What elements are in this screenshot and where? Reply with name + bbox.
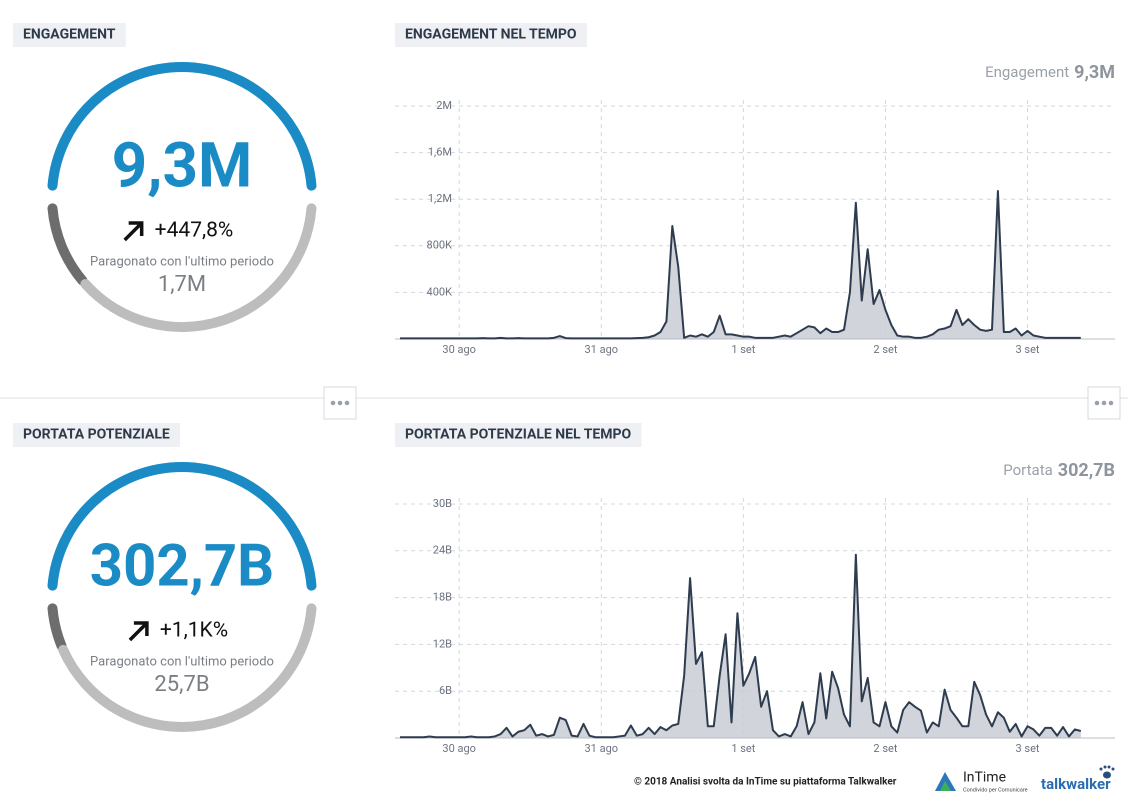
trend-arrow <box>128 621 149 642</box>
paw <box>1111 767 1115 771</box>
paw <box>1103 771 1111 779</box>
tagline: Condivido per Comunicare <box>963 787 1028 793</box>
more-button[interactable] <box>1087 386 1121 420</box>
section-title-bg <box>395 23 587 47</box>
y-tick-label: 400K <box>427 285 453 298</box>
x-tick-label: 30 ago <box>442 742 476 755</box>
y-tick-label: 12B <box>433 637 452 650</box>
summary-value: 302,7B <box>1058 460 1115 481</box>
paw <box>1103 765 1107 769</box>
x-tick-label: 31 ago <box>585 343 619 356</box>
metric-change: +447,8% <box>155 219 234 243</box>
section-title-bg <box>13 423 180 447</box>
dot <box>1108 400 1114 406</box>
previous-value: 25,7B <box>154 672 209 697</box>
area-line <box>400 553 1082 739</box>
y-tick-label: 800K <box>427 239 453 252</box>
x-tick-label: 2 set <box>873 742 897 755</box>
area-fill <box>400 191 1081 339</box>
section-title: PORTATA POTENZIALE NEL TEMPO <box>405 427 632 443</box>
gauge-arc <box>47 62 317 191</box>
area-fill <box>400 554 1081 738</box>
summary: Engagement 9,3M <box>985 62 1115 83</box>
section-title-bg <box>13 23 126 47</box>
summary-value: 9,3M <box>1074 62 1115 83</box>
y-tick-label: 1,6M <box>428 146 452 159</box>
x-tick-label: 3 set <box>1016 343 1040 356</box>
dot <box>1094 400 1100 406</box>
footer-credit: © 2018 Analisi svolta da InTime su piatt… <box>634 777 897 788</box>
gauge-arc <box>47 203 88 286</box>
summary-label: Engagement <box>985 63 1069 81</box>
section-title: ENGAGEMENT <box>23 27 116 43</box>
previous-value: 1,7M <box>158 272 206 297</box>
section-title: ENGAGEMENT NEL TEMPO <box>405 27 577 43</box>
x-tick-label: 1 set <box>731 742 755 755</box>
area-line <box>400 190 1081 340</box>
gauge-arc <box>47 603 67 651</box>
x-tick-label: 3 set <box>1016 742 1040 755</box>
dot <box>330 400 336 406</box>
paw-icon <box>1099 765 1115 779</box>
more-button[interactable] <box>323 386 357 420</box>
x-tick-label: 2 set <box>873 343 897 356</box>
paw <box>1107 765 1111 769</box>
intime-logo: InTime Condivido per Comunicare <box>935 770 1028 793</box>
partner: talkwalker <box>1041 775 1111 793</box>
logo-icon <box>940 781 951 791</box>
summary-label: Portata <box>1003 461 1053 479</box>
x-tick-label: 31 ago <box>585 742 619 755</box>
metric-change: +1,1K% <box>160 619 228 643</box>
dot <box>337 400 343 406</box>
y-tick-label: 1,2M <box>428 192 452 205</box>
y-tick-label: 30B <box>433 497 452 510</box>
x-tick-label: 30 ago <box>442 343 476 356</box>
paw <box>1099 767 1103 771</box>
dot <box>1101 400 1107 406</box>
summary: Portata 302,7B <box>1003 460 1115 481</box>
dot <box>344 400 350 406</box>
gauge-arc <box>47 462 317 591</box>
x-tick-label: 1 set <box>731 343 755 356</box>
y-tick-label: 24B <box>433 544 452 557</box>
metric-value: 302,7B <box>90 532 274 600</box>
trend-arrow <box>123 221 144 242</box>
comparison-label: Paragonato con l'ultimo periodo <box>90 254 274 269</box>
section-title-bg <box>395 423 642 447</box>
y-tick-label: 2M <box>436 99 452 112</box>
brand: InTime <box>963 770 1006 786</box>
y-tick-label: 18B <box>433 591 452 604</box>
section-title: PORTATA POTENZIALE <box>23 427 170 443</box>
y-tick-label: 6B <box>439 684 452 697</box>
gauge-arc <box>58 603 317 732</box>
comparison-label: Paragonato con l'ultimo periodo <box>90 654 274 669</box>
metric-value: 9,3M <box>112 129 253 202</box>
gauge-arc <box>80 203 317 332</box>
logo-icon <box>935 772 956 791</box>
